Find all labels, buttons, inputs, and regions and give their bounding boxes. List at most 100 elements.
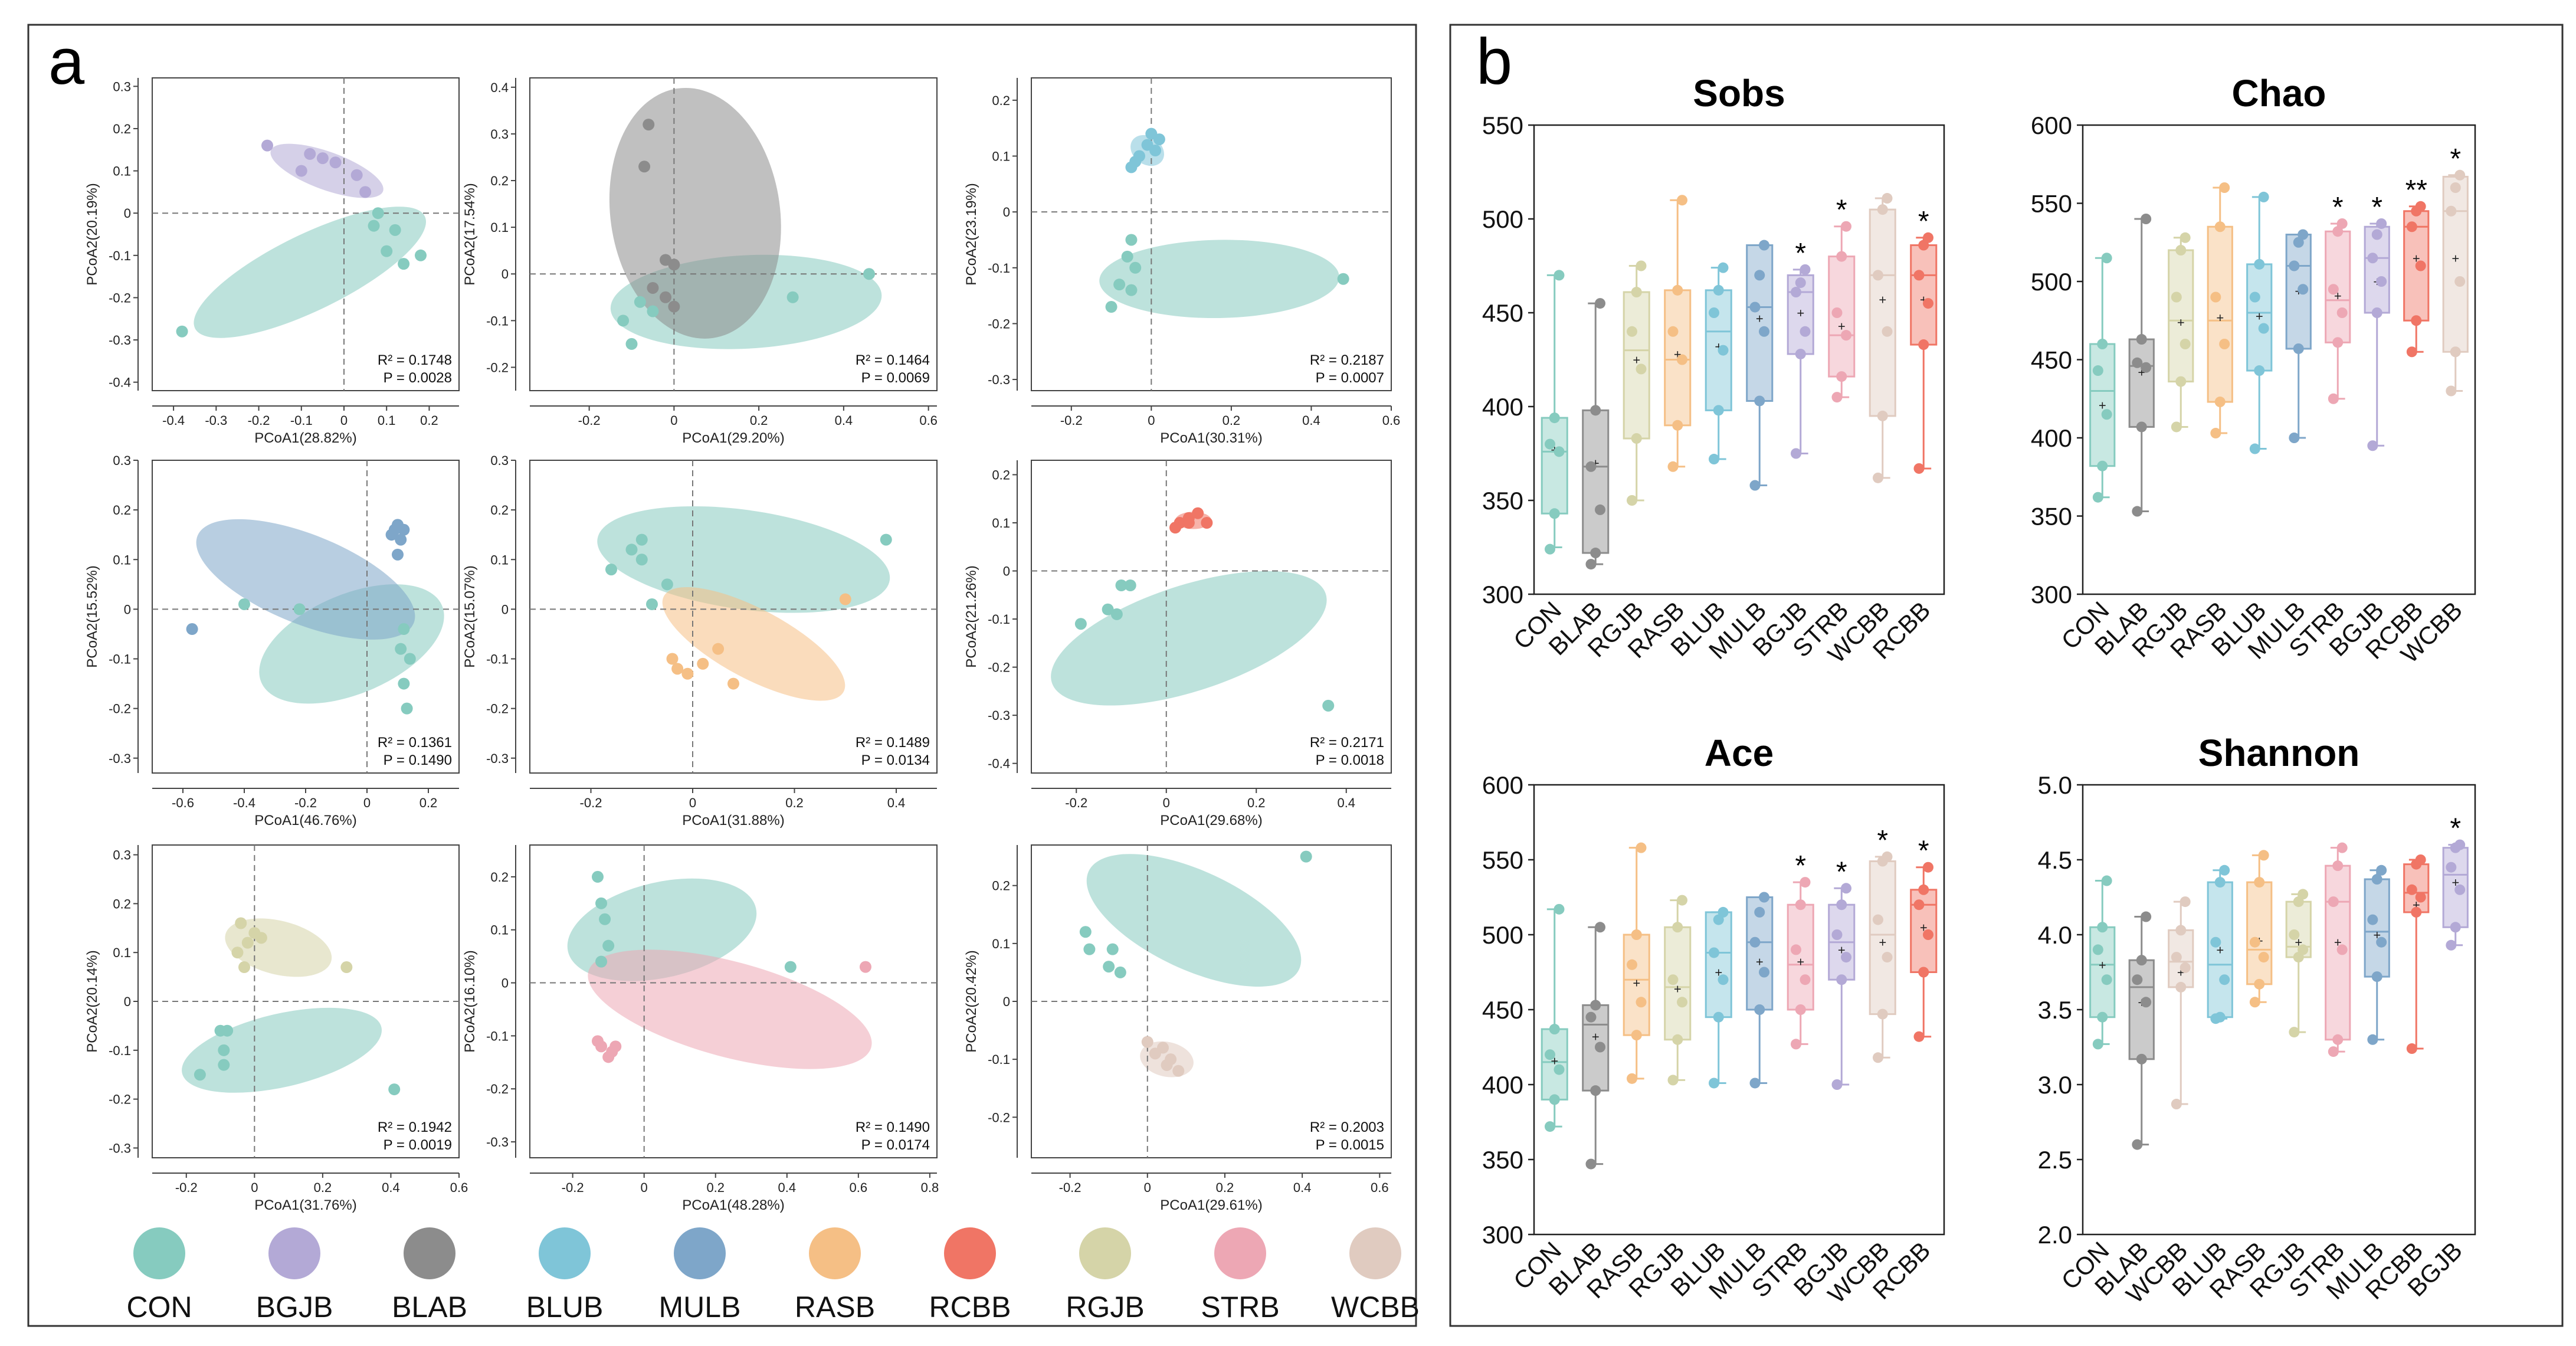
significance-marker: * xyxy=(1795,850,1806,882)
y-tick-label: 0 xyxy=(124,602,131,617)
data-point xyxy=(2136,334,2147,345)
data-point xyxy=(1749,302,1761,313)
group-point xyxy=(839,593,851,605)
legend-swatch xyxy=(809,1227,861,1279)
data-point xyxy=(2298,889,2309,900)
y-tick-label: -0.2 xyxy=(486,1082,509,1096)
con-point xyxy=(1102,603,1114,615)
x-tick-label: 0 xyxy=(670,413,677,428)
data-point xyxy=(1636,997,1647,1008)
x-tick-label: 0.6 xyxy=(850,1180,868,1195)
group-point xyxy=(385,529,398,541)
box-body xyxy=(2089,343,2116,467)
data-point xyxy=(1836,899,1847,911)
box-body xyxy=(2364,878,2390,978)
y-tick-label: -0.4 xyxy=(988,756,1010,771)
legend-swatch xyxy=(404,1227,455,1279)
data-point xyxy=(2406,1043,2417,1054)
x-tick-label: 0.2 xyxy=(314,1180,332,1195)
group-point xyxy=(1149,145,1162,157)
data-point xyxy=(1636,260,1647,271)
data-point xyxy=(1713,284,1724,296)
data-point xyxy=(2415,892,2426,903)
con-point xyxy=(1300,850,1312,863)
y-tick-label: 550 xyxy=(1482,112,1523,139)
x-tick-label: 0 xyxy=(689,795,696,810)
data-point xyxy=(1831,1079,1843,1090)
x-tick-label: 0.4 xyxy=(778,1180,796,1195)
box-body xyxy=(1910,244,1938,346)
data-point xyxy=(2175,376,2187,387)
con-ellipse xyxy=(194,207,427,338)
mean-marker: + xyxy=(1633,353,1640,368)
y-tick-label: 0.1 xyxy=(992,936,1010,951)
x-tick-label: 0.2 xyxy=(706,1180,725,1195)
y-axis-label: PCoA2(17.54%) xyxy=(462,183,478,285)
data-point xyxy=(2141,911,2152,922)
con-point xyxy=(646,598,658,610)
group-ellipse xyxy=(196,519,415,640)
legend-item-mulb: MULB xyxy=(659,1227,740,1324)
plot-title: Shannon xyxy=(2198,732,2360,774)
p-value-label: P = 0.0134 xyxy=(861,752,930,768)
data-point xyxy=(1544,543,1555,555)
box-body xyxy=(1787,903,1814,1011)
significance-marker: * xyxy=(1918,836,1929,867)
legend-label: RASB xyxy=(795,1291,875,1324)
data-point xyxy=(1800,264,1811,275)
box-body xyxy=(2128,338,2155,428)
data-point xyxy=(1667,1075,1679,1086)
data-point xyxy=(2097,1011,2108,1023)
r-squared-label: R² = 0.1942 xyxy=(378,1119,452,1135)
data-point xyxy=(1836,251,1847,262)
group-point xyxy=(255,932,267,944)
group-point xyxy=(1141,1036,1153,1048)
group-point xyxy=(304,148,316,160)
data-point xyxy=(2371,971,2382,983)
con-point xyxy=(1322,699,1335,712)
y-tick-label: 0 xyxy=(124,994,131,1009)
data-point xyxy=(2136,1053,2147,1065)
data-point xyxy=(1549,412,1560,424)
con-ellipse xyxy=(1086,854,1302,987)
plot-title: Ace xyxy=(1705,732,1774,774)
con-point xyxy=(1083,943,1096,955)
y-tick-label: 0.3 xyxy=(113,79,131,94)
y-tick-label: -0.1 xyxy=(109,248,131,263)
y-tick-label: 5.0 xyxy=(2038,771,2072,799)
x-tick-label: 0.2 xyxy=(419,795,438,810)
con-point xyxy=(372,207,384,220)
legend-item-rgjb: RGJB xyxy=(1066,1227,1145,1324)
data-point xyxy=(2371,229,2382,240)
con-point xyxy=(398,677,410,690)
data-point xyxy=(2454,169,2466,181)
data-point xyxy=(2376,276,2387,287)
data-point xyxy=(1626,959,1637,970)
y-tick-label: 600 xyxy=(1482,771,1523,799)
data-point xyxy=(2289,929,2300,940)
plot-frame xyxy=(1031,77,1392,391)
legend-swatch xyxy=(674,1227,726,1279)
data-point xyxy=(1595,298,1606,309)
group-point xyxy=(359,186,372,198)
pcoa-plot-rgjb: -0.2 0 0.2 0.4 0.6 PCoA1(31.76%) -0.3 -0.2 -0.1 0… xyxy=(84,844,468,1213)
y-tick-label: 350 xyxy=(2031,503,2072,530)
data-point xyxy=(1549,1094,1560,1105)
data-point xyxy=(1836,974,1847,985)
y-tick-label: -0.1 xyxy=(988,612,1010,627)
legend-swatch xyxy=(1214,1227,1266,1279)
x-tick-label: 0.4 xyxy=(1337,795,1355,810)
y-axis-label: PCoA2(23.19%) xyxy=(963,183,979,285)
boxplot-chao: Chao300350400450500550600+CON+BLAB+RGJB+… xyxy=(2031,72,2476,668)
y-tick-label: 0.1 xyxy=(490,552,509,567)
data-point xyxy=(1708,1078,1719,1089)
y-axis-label: PCoA2(21.26%) xyxy=(963,565,979,667)
con-point xyxy=(1115,579,1128,591)
y-tick-label: 0 xyxy=(124,206,131,221)
x-axis-label: PCoA1(28.82%) xyxy=(254,430,356,446)
data-point xyxy=(1790,944,1801,955)
data-point xyxy=(2092,944,2103,955)
panel-a-frame xyxy=(27,24,1417,1327)
mean-marker: + xyxy=(1797,955,1804,970)
y-tick-label: 0.1 xyxy=(992,516,1010,530)
